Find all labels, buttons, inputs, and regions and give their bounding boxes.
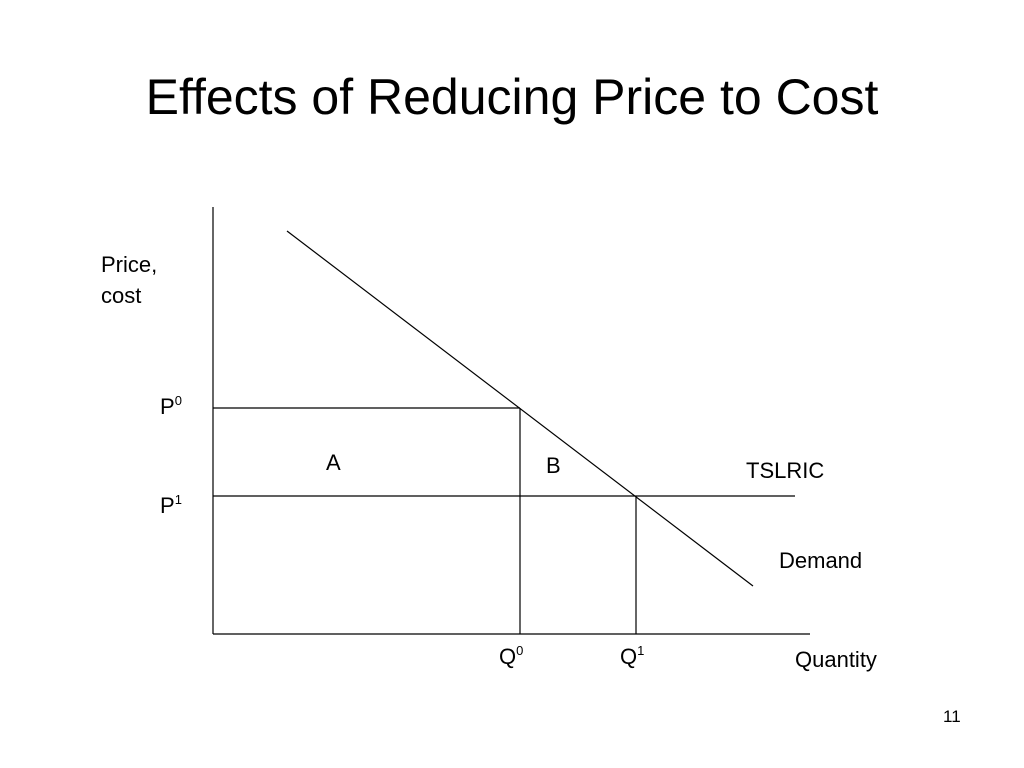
quantity-q1-superscript: 1	[637, 643, 645, 658]
price-p0-superscript: 0	[174, 393, 182, 408]
area-b-label: B	[546, 453, 561, 478]
price-p0-base: P	[160, 394, 175, 419]
area-a-label: A	[326, 450, 341, 475]
price-p1-base: P	[160, 493, 175, 518]
quantity-q0-label: Q0	[499, 644, 523, 670]
page-number: 11	[943, 707, 961, 726]
x-axis-label: Quantity	[795, 647, 877, 672]
price-p0-label: P0	[160, 394, 182, 420]
y-axis-label: Price, cost	[101, 252, 158, 308]
quantity-q1-label: Q1	[620, 644, 644, 670]
quantity-q1-base: Q	[620, 644, 638, 669]
slide-title: Effects of Reducing Price to Cost	[145, 69, 879, 125]
quantity-q0-superscript: 0	[516, 643, 524, 658]
demand-label: Demand	[779, 548, 863, 573]
quantity-q0-base: Q	[499, 644, 517, 669]
price-p1-superscript: 1	[174, 492, 182, 507]
price-p1-label: P1	[160, 493, 182, 519]
tslric-label: TSLRIC	[746, 458, 825, 483]
